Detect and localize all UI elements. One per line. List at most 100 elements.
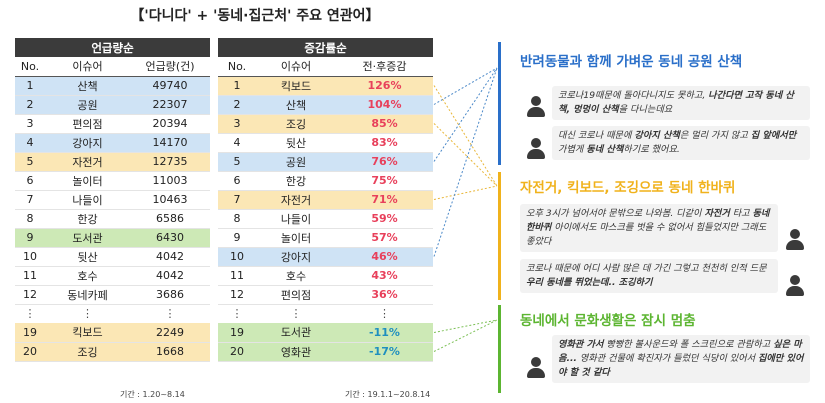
table1-period: 기간 : 1.20~8.14 [120,390,185,399]
row-value: 4042 [130,266,210,286]
table-row: 2 산책 104% [218,95,433,115]
row-word: 도서관 [45,228,130,248]
table-row: 3 편의점 20394 [15,114,210,134]
table-row: 8 나들이 59% [218,209,433,229]
row-word: 놀이터 [45,171,130,191]
quote: 오후 3시가 넘어서야 문밖으로 나와봄. 디같이 자전거 타고 동네 한바퀴 … [520,204,778,252]
growth-rank-table: 증감률순 No. 이슈어 전·후증감 1 킥보드 126% 2 산책 104% 3 조깅 85%… [218,38,433,362]
table2-header: 증감률순 [218,38,433,57]
row-no: 7 [218,190,256,210]
table-row: 6 한강 75% [218,171,433,191]
table-row: 9 놀이터 57% [218,228,433,248]
row-word: 산책 [45,76,130,96]
table-row: 20 조깅 1668 [15,342,210,362]
row-no: 3 [15,114,45,134]
table-row: 11 호수 43% [218,266,433,286]
row-value: 10463 [130,190,210,210]
row-word: 호수 [45,266,130,286]
vertical-ellipsis: ⋮ [164,307,176,321]
row-no: 1 [218,76,256,96]
row-value: 6430 [130,228,210,248]
row-word: 강아지 [45,133,130,153]
ellipsis-row: ⋮ ⋮ ⋮ [15,304,210,323]
row-value: 2249 [130,323,210,343]
row-word: 자전거 [256,190,336,210]
row-no: 4 [218,133,256,153]
row-value: -11% [336,323,433,343]
section-title: 자전거, 킥보드, 조깅으로 동네 한바퀴 [520,180,736,196]
row-value: 1668 [130,342,210,362]
row-value: 83% [336,133,433,153]
row-value: 12735 [130,152,210,172]
row-word: 놀이터 [256,228,336,248]
table-row: 3 조깅 85% [218,114,433,134]
row-value: 6586 [130,209,210,229]
table-row: 19 도서관 -11% [218,323,433,343]
table-row: 4 뒷산 83% [218,133,433,153]
col-change: 전·후증감 [336,57,433,77]
connector-line [433,123,498,187]
row-word: 킥보드 [45,323,130,343]
row-value: 85% [336,114,433,134]
connector-line [433,67,498,162]
row-word: 자전거 [45,152,130,172]
row-value: 49740 [130,76,210,96]
row-value: 75% [336,171,433,191]
row-value: -17% [336,342,433,362]
table-row: 19 킥보드 2249 [15,323,210,343]
table-row: 10 강아지 46% [218,247,433,267]
vertical-ellipsis: ⋮ [231,307,243,321]
table-row: 9 도서관 6430 [15,228,210,248]
row-no: 7 [15,190,45,210]
row-word: 뒷산 [256,133,336,153]
row-no: 8 [218,209,256,229]
row-value: 59% [336,209,433,229]
row-word: 뒷산 [45,247,130,267]
row-word: 동네카페 [45,285,130,305]
col-value: 언급량(건) [130,57,210,77]
row-value: 3686 [130,285,210,305]
section-pet-walk: 반려동물과 함께 가벼운 동네 공원 산책 코로나19때문에 돌아다니지도 못하… [498,42,816,165]
vertical-ellipsis: ⋮ [379,307,390,321]
row-word: 킥보드 [256,76,336,96]
row-no: 9 [15,228,45,248]
row-no: 8 [15,209,45,229]
connector-line [433,185,498,200]
row-value: 104% [336,95,433,115]
table-row: 10 뒷산 4042 [15,247,210,267]
section-bar [498,42,501,165]
row-word: 공원 [256,152,336,172]
person-icon [526,138,546,160]
row-no: 5 [218,152,256,172]
table-row: 5 공원 76% [218,152,433,172]
quote: 영화관 가서 빵빵한 볼사운드와 폴 스크린으로 관람하고 싶은 마음... 영… [552,335,810,383]
row-value: 76% [336,152,433,172]
vertical-ellipsis: ⋮ [24,307,36,321]
row-word: 한강 [256,171,336,191]
row-no: 1 [15,76,45,96]
row-no: 3 [218,114,256,134]
table-row: 8 한강 6586 [15,209,210,229]
row-value: 14170 [130,133,210,153]
connector-line [433,319,498,352]
row-no: 10 [218,247,256,267]
row-no: 11 [218,266,256,286]
table-row: 11 호수 4042 [15,266,210,286]
row-word: 산책 [256,95,336,115]
row-value: 20394 [130,114,210,134]
row-no: 11 [15,266,45,286]
row-no: 5 [15,152,45,172]
row-no: 20 [218,342,256,362]
mention-rank-table: 언급량순 No. 이슈어 언급량(건) 1 산책 49740 2 공원 22307 3 편의점… [15,38,210,362]
col-word: 이슈어 [256,57,336,77]
row-value: 71% [336,190,433,210]
connector-line [433,85,498,187]
row-word: 나들이 [45,190,130,210]
table-row: 12 편의점 36% [218,285,433,305]
row-value: 46% [336,247,433,267]
table-row: 7 나들이 10463 [15,190,210,210]
row-no: 4 [15,133,45,153]
connector-line [433,67,498,105]
row-word: 공원 [45,95,130,115]
